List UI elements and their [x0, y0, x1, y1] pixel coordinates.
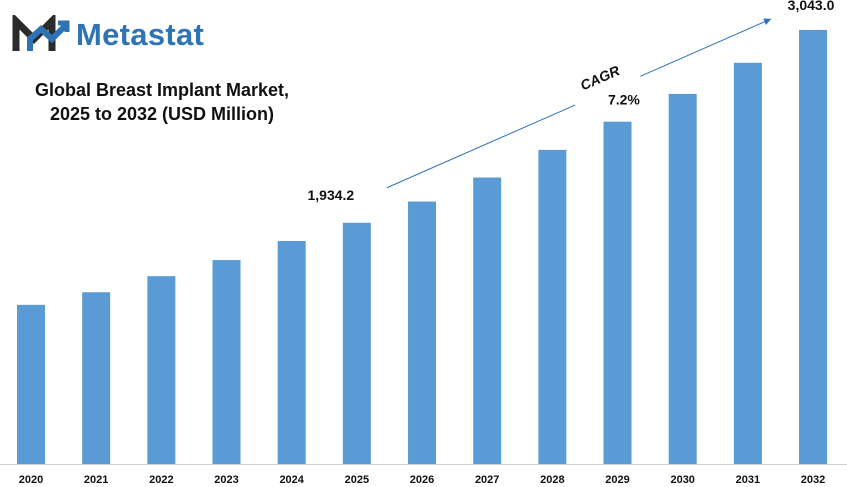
- bar-2027: [473, 177, 502, 464]
- data-label-2032: 3,043.0: [788, 0, 835, 13]
- bar-2020: [17, 304, 45, 464]
- bar-2023: [212, 260, 241, 464]
- x-tick-label-2023: 2023: [214, 474, 238, 486]
- x-tick-label-2022: 2022: [149, 474, 173, 486]
- x-tick-label-2020: 2020: [19, 474, 43, 486]
- bar-2022: [147, 276, 176, 464]
- x-tick-label-2026: 2026: [410, 474, 434, 486]
- x-tick-label-2029: 2029: [605, 474, 629, 486]
- bar-2032: [799, 29, 828, 465]
- x-tick-label-2030: 2030: [670, 474, 694, 486]
- chart-title-line-2: 2025 to 2032 (USD Million): [49, 104, 275, 124]
- cagr-label: CAGR: [578, 62, 623, 94]
- brand-logo: Metastat: [12, 14, 204, 56]
- x-tick-label-2028: 2028: [540, 474, 564, 486]
- chart-title-line-1: Global Breast Implant Market,: [34, 80, 290, 100]
- bar-2030: [668, 93, 697, 465]
- bar-2028: [538, 149, 567, 464]
- x-tick-label-2025: 2025: [345, 474, 369, 486]
- x-tick-label-2027: 2027: [475, 474, 499, 486]
- chart-title: Global Breast Implant Market, 2025 to 20…: [12, 78, 312, 126]
- bar-2025: [342, 222, 371, 464]
- bar-2024: [277, 240, 306, 464]
- bar-2021: [82, 292, 111, 464]
- x-tick-label-2032: 2032: [801, 474, 825, 486]
- bar-2029: [603, 121, 632, 464]
- bar-2026: [408, 201, 437, 465]
- brand-name: Metastat: [76, 17, 205, 52]
- x-tick-label-2021: 2021: [84, 474, 108, 486]
- cagr-arrow-line-start: [386, 104, 576, 189]
- cagr-arrow-head: [763, 18, 772, 25]
- x-tick-label-2024: 2024: [279, 474, 304, 486]
- x-tick-label-2031: 2031: [736, 474, 760, 486]
- cagr-arrow-line-end: [640, 18, 772, 77]
- cagr-value: 7.2%: [608, 91, 640, 107]
- metastat-logo-icon: [12, 15, 70, 51]
- bar-2031: [733, 62, 762, 464]
- data-label-2025: 1,934.2: [307, 187, 354, 203]
